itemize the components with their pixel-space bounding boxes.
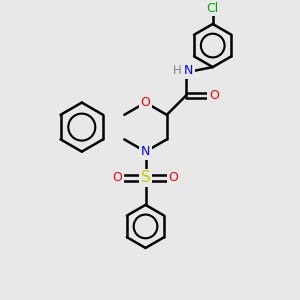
Text: O: O	[209, 89, 219, 102]
Text: Cl: Cl	[207, 2, 219, 15]
Text: H: H	[173, 64, 182, 77]
Text: O: O	[112, 172, 122, 184]
Text: O: O	[169, 172, 178, 184]
Text: N: N	[141, 145, 150, 158]
Text: S: S	[141, 170, 150, 185]
Text: N: N	[184, 64, 193, 77]
Text: O: O	[141, 96, 151, 109]
